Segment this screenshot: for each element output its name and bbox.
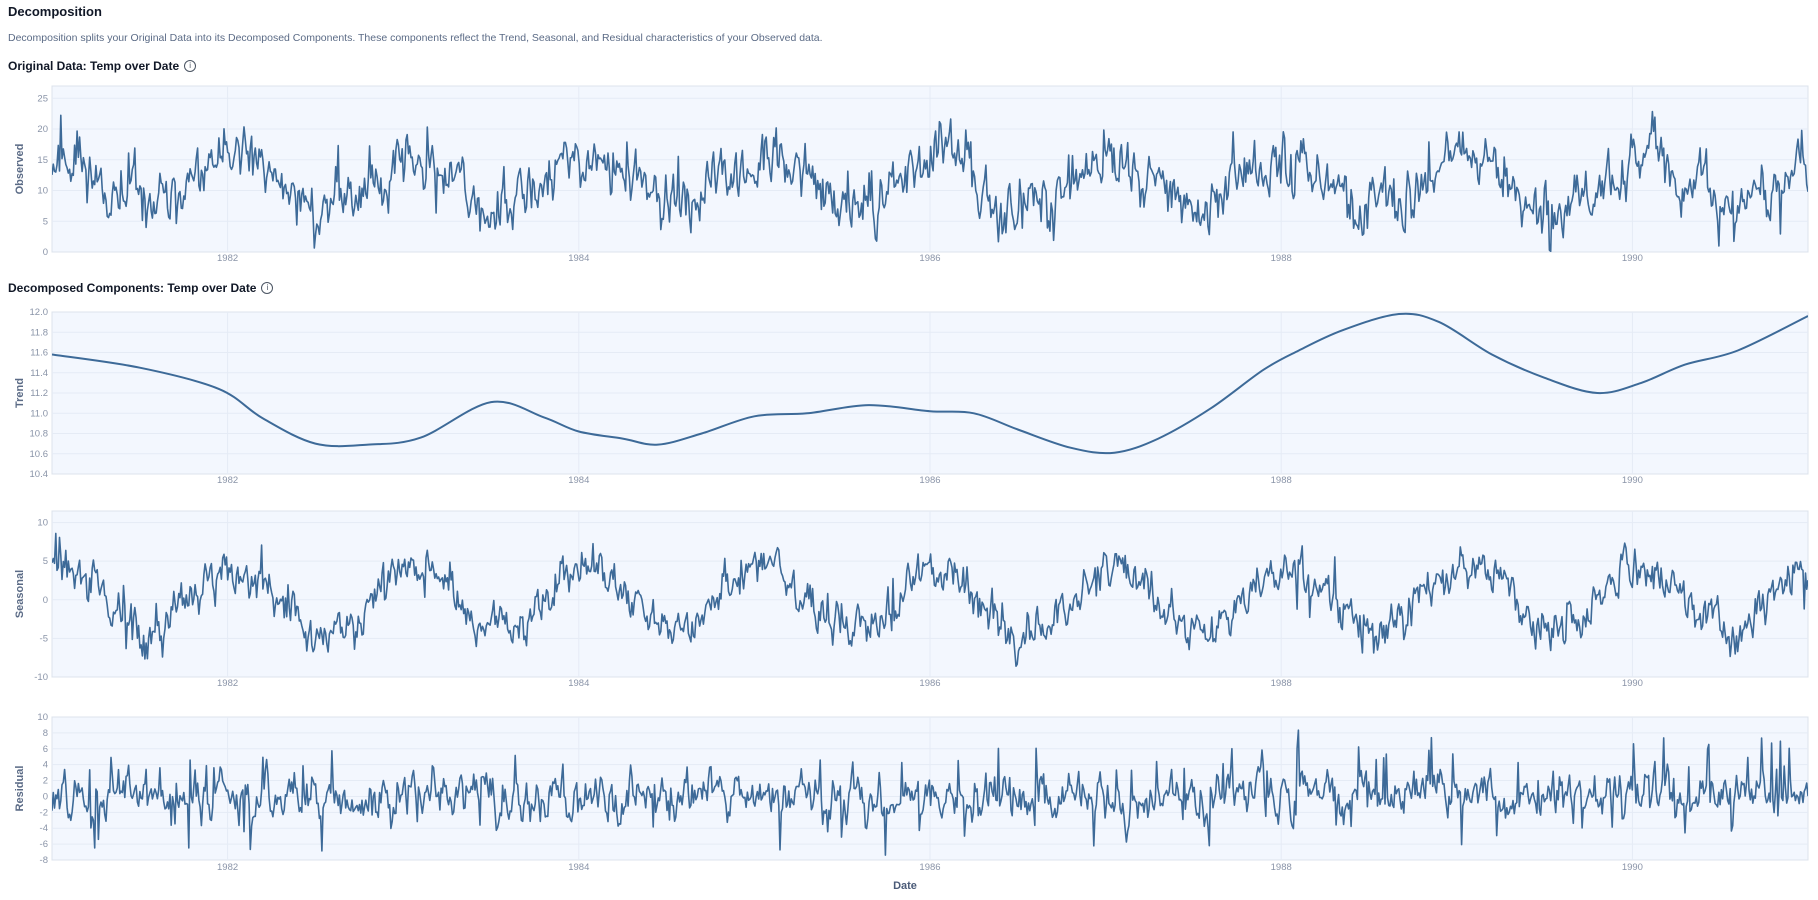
y-tick-label: -6: [40, 839, 48, 850]
y-tick-label: 11.8: [30, 327, 48, 338]
y-tick-label: 4: [43, 760, 48, 771]
y-tick-label: 10: [37, 712, 48, 723]
x-tick-label: 1984: [568, 253, 589, 264]
x-tick-label: 1984: [568, 475, 589, 486]
seasonal-chart[interactable]: -10 -5 0 5 10 1982 1984 1986 1988 1990 Seasonal: [14, 510, 1809, 689]
original-data-heading: Original Data: Temp over Date i: [8, 59, 197, 73]
decomposed-components-heading: Decomposed Components: Temp over Date i: [8, 281, 274, 295]
x-tick-label: 1982: [217, 475, 238, 486]
trend-line: [52, 312, 1808, 455]
x-tick-label: 1990: [1622, 862, 1643, 873]
y-tick-label: 0: [43, 595, 48, 606]
y-axis-label: Trend: [14, 378, 26, 408]
y-tick-label: 10.6: [30, 449, 49, 460]
y-axis-label: Residual: [14, 766, 26, 812]
x-tick-label: 1986: [919, 253, 940, 264]
x-tick-label: 1986: [919, 475, 940, 486]
trend-chart[interactable]: 10.4 10.6 10.8 11.0 11.2 11.4 11.6 11.8 12.0 1982…: [14, 307, 1809, 486]
x-tick-label: 1988: [1271, 678, 1292, 689]
y-tick-label: -2: [40, 807, 48, 818]
y-tick-label: -4: [40, 823, 48, 834]
y-tick-label: 5: [43, 216, 48, 227]
x-tick-label: 1984: [568, 678, 589, 689]
y-tick-label: -5: [40, 633, 48, 644]
y-tick-label: 11.6: [30, 348, 48, 359]
info-icon[interactable]: i: [184, 60, 197, 72]
x-tick-label: 1990: [1622, 475, 1643, 486]
x-tick-label: 1982: [217, 678, 238, 689]
y-tick-label: 11.4: [30, 368, 48, 379]
original-data-title: Original Data: Temp over Date: [8, 59, 180, 73]
y-tick-label: 11.2: [30, 388, 48, 399]
x-tick-label: 1988: [1271, 475, 1292, 486]
x-tick-label: 1988: [1271, 862, 1292, 873]
y-tick-label: 10: [37, 186, 48, 197]
x-tick-label: 1986: [919, 862, 940, 873]
y-tick-label: 15: [37, 155, 48, 166]
page-description: Decomposition splits your Original Data …: [8, 32, 823, 44]
x-tick-label: 1990: [1622, 253, 1643, 264]
observed-chart[interactable]: 0 5 10 15 20 25 1982 1984 1986 1988 1990 Observed: [14, 85, 1809, 264]
y-tick-label: 6: [43, 744, 48, 755]
x-tick-label: 1990: [1622, 678, 1643, 689]
y-tick-label: -10: [34, 672, 48, 683]
x-tick-label: 1982: [217, 862, 238, 873]
y-axis-label: Seasonal: [14, 570, 26, 618]
x-tick-label: 1984: [568, 862, 589, 873]
y-tick-label: 20: [37, 124, 48, 135]
seasonal-line: [52, 532, 1808, 667]
y-tick-label: 12.0: [30, 307, 49, 318]
y-tick-label: 0: [43, 791, 48, 802]
x-tick-label: 1988: [1271, 253, 1292, 264]
x-tick-label: 1986: [919, 678, 940, 689]
y-tick-label: 0: [43, 247, 48, 258]
y-tick-label: 8: [43, 728, 48, 739]
decomposed-components-title: Decomposed Components: Temp over Date: [8, 281, 257, 295]
y-tick-label: 10: [37, 518, 48, 529]
y-tick-label: -8: [40, 855, 48, 866]
y-tick-label: 10.8: [30, 429, 49, 440]
residual-chart[interactable]: -8 -6 -4 -2 0 2 4 6 8 10 1982 1984 1986 1988 1990 Resid…: [14, 712, 1809, 873]
y-tick-label: 11.0: [30, 408, 48, 419]
info-icon[interactable]: i: [261, 282, 274, 294]
observed-line: [52, 110, 1808, 252]
page-title: Decomposition: [8, 4, 102, 19]
y-axis-label: Observed: [14, 144, 26, 195]
x-tick-label: 1982: [217, 253, 238, 264]
x-axis-title: Date: [893, 880, 917, 892]
y-tick-label: 25: [37, 93, 48, 104]
y-tick-label: 10.4: [30, 469, 49, 480]
residual-line: [52, 729, 1808, 856]
y-tick-label: 5: [43, 556, 48, 567]
y-tick-label: 2: [43, 776, 48, 787]
